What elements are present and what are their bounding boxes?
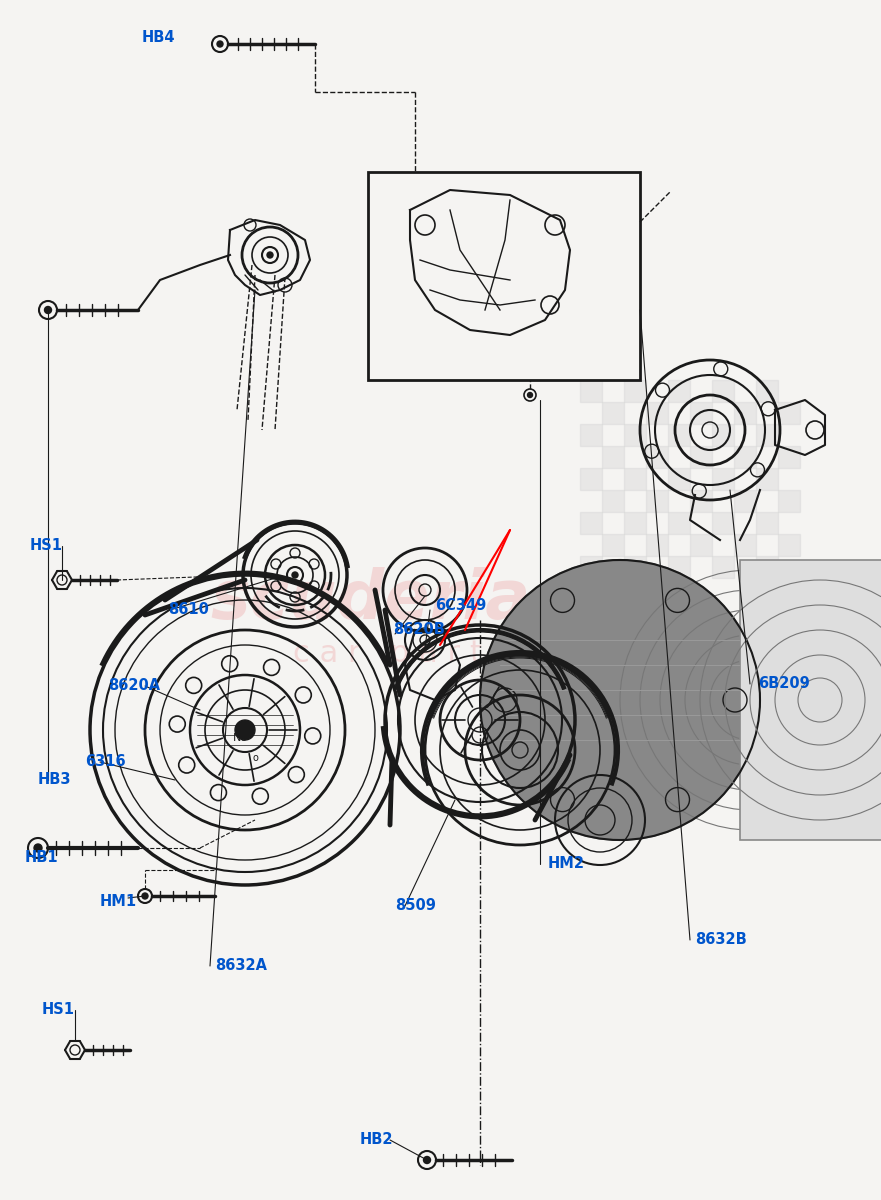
Bar: [778, 534, 800, 556]
Bar: [668, 424, 690, 446]
Text: 8620B: 8620B: [393, 623, 445, 637]
Bar: [712, 380, 734, 402]
Circle shape: [292, 572, 298, 578]
Bar: [712, 512, 734, 534]
Text: scuderia: scuderia: [210, 566, 530, 634]
Bar: [602, 490, 624, 512]
Bar: [734, 446, 756, 468]
Circle shape: [217, 41, 223, 47]
Bar: [646, 490, 668, 512]
Text: 6B209: 6B209: [758, 677, 810, 691]
Bar: [712, 556, 734, 578]
Bar: [624, 512, 646, 534]
Bar: [646, 534, 668, 556]
Bar: [580, 380, 602, 402]
Bar: [668, 468, 690, 490]
Bar: [646, 446, 668, 468]
Bar: [668, 556, 690, 578]
Bar: [624, 380, 646, 402]
Text: HB1: HB1: [25, 851, 59, 865]
Bar: [624, 424, 646, 446]
Bar: [580, 468, 602, 490]
Text: HB3: HB3: [38, 773, 71, 787]
Text: 6316: 6316: [85, 755, 126, 769]
Bar: [778, 446, 800, 468]
Bar: [624, 556, 646, 578]
Bar: [778, 490, 800, 512]
Text: c a r   p a r t: c a r p a r t: [293, 640, 482, 668]
Bar: [668, 512, 690, 534]
Text: 6C349: 6C349: [435, 598, 486, 612]
Bar: [624, 468, 646, 490]
Bar: [740, 560, 881, 840]
Text: 8509: 8509: [395, 899, 436, 913]
Bar: [368, 172, 640, 380]
Bar: [734, 490, 756, 512]
Bar: [756, 556, 778, 578]
Circle shape: [142, 893, 148, 899]
Text: 8632A: 8632A: [215, 959, 267, 973]
Bar: [756, 424, 778, 446]
Bar: [712, 424, 734, 446]
Bar: [756, 380, 778, 402]
Text: HB2: HB2: [360, 1133, 394, 1147]
Text: HM2: HM2: [548, 857, 585, 871]
Bar: [734, 402, 756, 424]
Bar: [734, 534, 756, 556]
Text: 8632B: 8632B: [695, 932, 747, 948]
Text: HB4: HB4: [142, 30, 175, 46]
Text: HM1: HM1: [100, 894, 137, 910]
Text: 8620A: 8620A: [108, 678, 160, 694]
Bar: [690, 446, 712, 468]
Text: HS1: HS1: [30, 539, 63, 553]
Bar: [756, 512, 778, 534]
Bar: [580, 424, 602, 446]
Bar: [690, 402, 712, 424]
Bar: [668, 380, 690, 402]
Bar: [602, 446, 624, 468]
Text: o: o: [252, 754, 258, 763]
Circle shape: [424, 1157, 431, 1164]
Circle shape: [34, 844, 42, 852]
Bar: [646, 402, 668, 424]
Text: 8610: 8610: [168, 602, 209, 618]
Circle shape: [267, 252, 273, 258]
Text: HS1: HS1: [42, 1002, 75, 1018]
Circle shape: [528, 392, 532, 397]
Circle shape: [235, 720, 255, 740]
Bar: [712, 468, 734, 490]
Bar: [756, 468, 778, 490]
Bar: [602, 534, 624, 556]
Bar: [690, 490, 712, 512]
Bar: [690, 534, 712, 556]
Bar: [580, 512, 602, 534]
Bar: [602, 402, 624, 424]
Bar: [580, 556, 602, 578]
Bar: [778, 402, 800, 424]
Circle shape: [480, 560, 760, 840]
Circle shape: [45, 306, 51, 313]
Text: No: No: [233, 733, 248, 743]
